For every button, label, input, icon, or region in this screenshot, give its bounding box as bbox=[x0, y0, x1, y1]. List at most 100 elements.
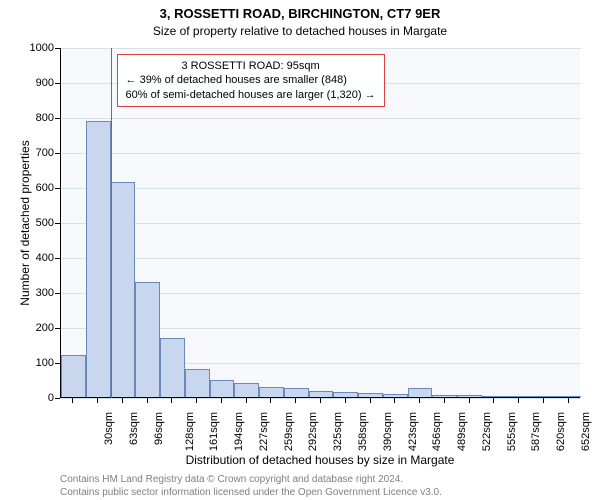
y-tick-label: 300 bbox=[20, 287, 54, 299]
x-tick-label: 423sqm bbox=[407, 412, 419, 451]
histogram-bar bbox=[556, 396, 581, 397]
x-tick-label: 227sqm bbox=[258, 412, 270, 451]
histogram-bar bbox=[160, 338, 185, 398]
y-tick-mark bbox=[55, 293, 60, 294]
x-tick-mark bbox=[568, 398, 569, 403]
gridline-h bbox=[61, 223, 581, 224]
x-tick-label: 63sqm bbox=[128, 412, 140, 445]
annotation-line: ← 39% of detached houses are smaller (84… bbox=[126, 73, 376, 87]
annotation-line: 3 ROSSETTI ROAD: 95sqm bbox=[126, 59, 376, 73]
x-tick-mark bbox=[543, 398, 544, 403]
x-tick-label: 30sqm bbox=[103, 412, 115, 445]
x-tick-label: 555sqm bbox=[506, 412, 518, 451]
gridline-h bbox=[61, 258, 581, 259]
y-tick-label: 800 bbox=[20, 112, 54, 124]
x-tick-label: 128sqm bbox=[184, 412, 196, 451]
y-tick-label: 0 bbox=[20, 392, 54, 404]
x-tick-mark bbox=[320, 398, 321, 403]
histogram-bar bbox=[86, 121, 111, 398]
histogram-bar bbox=[358, 393, 383, 397]
x-tick-label: 489sqm bbox=[456, 412, 468, 451]
x-tick-mark bbox=[394, 398, 395, 403]
x-tick-label: 161sqm bbox=[209, 412, 221, 451]
x-tick-label: 456sqm bbox=[431, 412, 443, 451]
marker-line bbox=[111, 48, 112, 398]
annotation-box: 3 ROSSETTI ROAD: 95sqm← 39% of detached … bbox=[117, 54, 385, 107]
footer-line1: Contains HM Land Registry data © Crown c… bbox=[60, 473, 442, 486]
histogram-bar bbox=[61, 355, 86, 397]
x-tick-mark bbox=[246, 398, 247, 403]
y-tick-label: 600 bbox=[20, 182, 54, 194]
x-tick-label: 652sqm bbox=[580, 412, 592, 451]
x-tick-mark bbox=[419, 398, 420, 403]
footer-line2: Contains public sector information licen… bbox=[60, 486, 442, 499]
histogram-bar bbox=[210, 380, 235, 398]
x-tick-mark bbox=[221, 398, 222, 403]
x-tick-label: 587sqm bbox=[530, 412, 542, 451]
x-tick-label: 522sqm bbox=[481, 412, 493, 451]
histogram-bar bbox=[383, 394, 408, 397]
histogram-bar bbox=[457, 395, 482, 397]
x-tick-mark bbox=[72, 398, 73, 403]
histogram-bar bbox=[284, 388, 309, 397]
y-tick-label: 700 bbox=[20, 147, 54, 159]
y-tick-label: 500 bbox=[20, 217, 54, 229]
histogram-bar bbox=[234, 383, 259, 397]
x-tick-label: 390sqm bbox=[382, 412, 394, 451]
y-tick-mark bbox=[55, 48, 60, 49]
y-tick-mark bbox=[55, 398, 60, 399]
histogram-bar bbox=[507, 396, 532, 397]
histogram-bar bbox=[309, 391, 334, 397]
y-tick-label: 400 bbox=[20, 252, 54, 264]
x-tick-label: 620sqm bbox=[555, 412, 567, 451]
x-tick-mark bbox=[295, 398, 296, 403]
histogram-bar bbox=[432, 395, 457, 397]
histogram-bar bbox=[408, 388, 433, 397]
y-tick-mark bbox=[55, 153, 60, 154]
x-tick-mark bbox=[469, 398, 470, 403]
chart-title-main: 3, ROSSETTI ROAD, BIRCHINGTON, CT7 9ER bbox=[0, 6, 600, 21]
x-tick-label: 96sqm bbox=[153, 412, 165, 445]
y-tick-label: 100 bbox=[20, 357, 54, 369]
x-axis-label: Distribution of detached houses by size … bbox=[60, 453, 580, 467]
x-tick-mark bbox=[493, 398, 494, 403]
x-tick-label: 259sqm bbox=[283, 412, 295, 451]
y-tick-label: 1000 bbox=[20, 42, 54, 54]
histogram-bar bbox=[185, 369, 210, 397]
histogram-bar bbox=[259, 387, 284, 398]
y-tick-mark bbox=[55, 223, 60, 224]
y-tick-mark bbox=[55, 258, 60, 259]
x-tick-mark bbox=[518, 398, 519, 403]
x-tick-mark bbox=[345, 398, 346, 403]
y-tick-mark bbox=[55, 188, 60, 189]
y-tick-label: 200 bbox=[20, 322, 54, 334]
x-tick-label: 358sqm bbox=[357, 412, 369, 451]
histogram-bar bbox=[111, 182, 136, 397]
x-tick-mark bbox=[444, 398, 445, 403]
y-tick-mark bbox=[55, 328, 60, 329]
histogram-bar bbox=[531, 396, 556, 397]
gridline-h bbox=[61, 398, 581, 399]
gridline-h bbox=[61, 153, 581, 154]
y-tick-mark bbox=[55, 363, 60, 364]
x-tick-mark bbox=[171, 398, 172, 403]
histogram-bar bbox=[482, 396, 507, 397]
footer-attribution: Contains HM Land Registry data © Crown c… bbox=[60, 473, 442, 499]
chart-container: 3, ROSSETTI ROAD, BIRCHINGTON, CT7 9ER S… bbox=[0, 0, 600, 500]
x-tick-mark bbox=[97, 398, 98, 403]
x-tick-mark bbox=[122, 398, 123, 403]
y-tick-mark bbox=[55, 83, 60, 84]
y-tick-label: 900 bbox=[20, 77, 54, 89]
gridline-h bbox=[61, 48, 581, 49]
x-tick-label: 292sqm bbox=[308, 412, 320, 451]
histogram-bar bbox=[135, 282, 160, 398]
histogram-bar bbox=[333, 392, 358, 397]
chart-title-sub: Size of property relative to detached ho… bbox=[0, 24, 600, 38]
gridline-h bbox=[61, 188, 581, 189]
gridline-h bbox=[61, 118, 581, 119]
x-tick-mark bbox=[370, 398, 371, 403]
plot-area: 3 ROSSETTI ROAD: 95sqm← 39% of detached … bbox=[60, 48, 580, 398]
x-tick-mark bbox=[196, 398, 197, 403]
x-tick-label: 194sqm bbox=[233, 412, 245, 451]
x-tick-mark bbox=[147, 398, 148, 403]
